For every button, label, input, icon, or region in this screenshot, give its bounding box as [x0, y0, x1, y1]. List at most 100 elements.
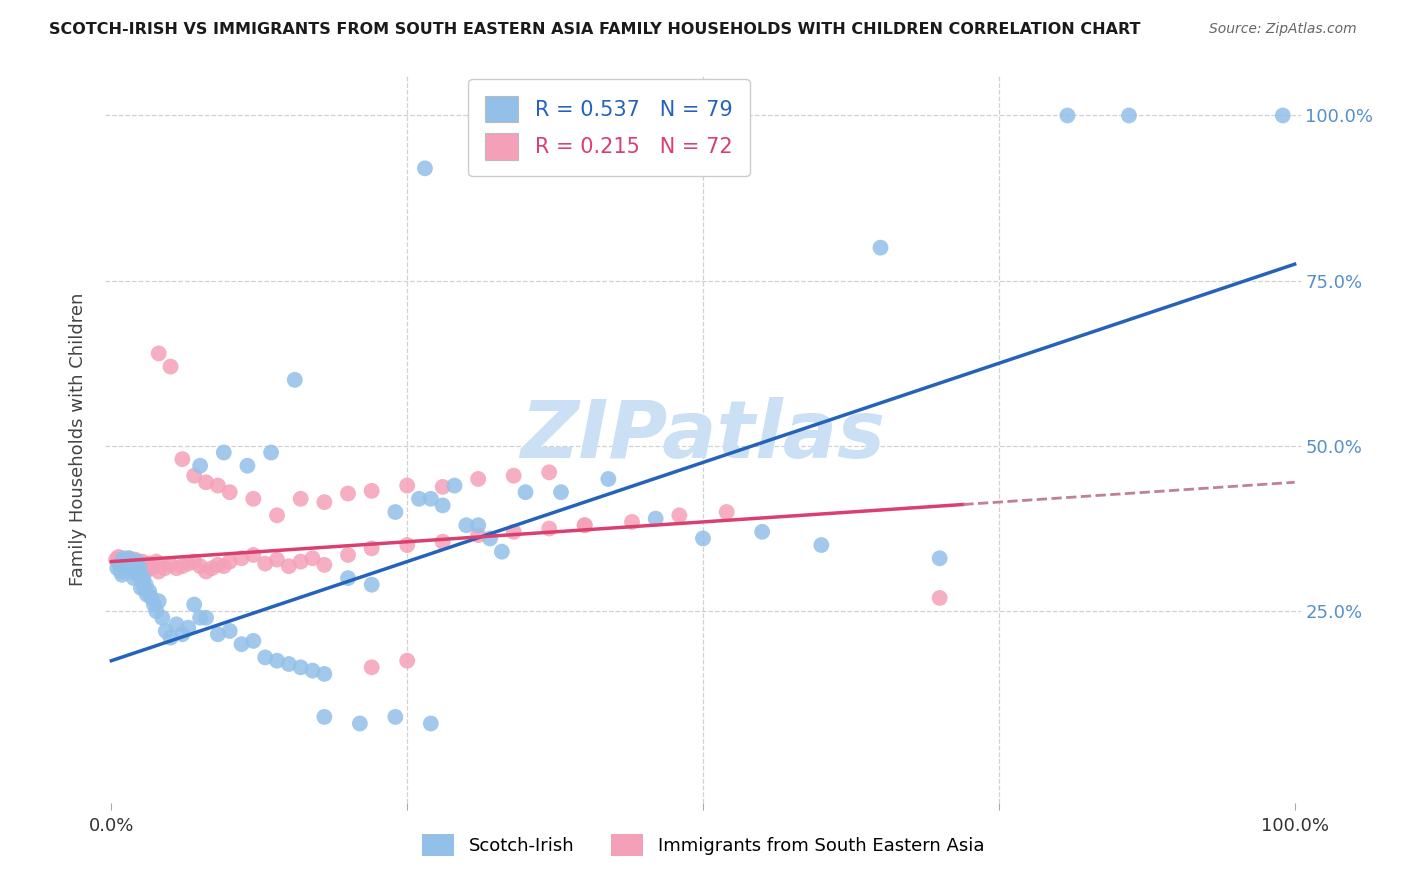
Point	[183, 468, 205, 483]
Point	[218, 485, 240, 500]
Point	[148, 565, 170, 579]
Point	[124, 552, 146, 566]
Point	[143, 598, 166, 612]
Point	[432, 499, 454, 513]
Point	[105, 552, 128, 566]
Point	[284, 373, 307, 387]
Point	[172, 452, 194, 467]
Point	[145, 604, 167, 618]
Point	[413, 161, 436, 176]
Point	[121, 561, 143, 575]
Point	[117, 551, 139, 566]
Text: ZIPatlas: ZIPatlas	[520, 397, 886, 475]
Point	[128, 567, 150, 582]
Point	[242, 633, 264, 648]
Point	[172, 559, 194, 574]
Point	[120, 555, 142, 569]
Point	[128, 558, 150, 572]
Point	[108, 558, 131, 572]
Text: Source: ZipAtlas.com: Source: ZipAtlas.com	[1209, 22, 1357, 37]
Point	[692, 532, 714, 546]
Point	[115, 560, 138, 574]
Point	[195, 611, 218, 625]
Point	[145, 555, 167, 569]
Point	[538, 466, 561, 480]
Point	[515, 485, 537, 500]
Point	[360, 660, 382, 674]
Point	[1118, 108, 1140, 122]
Point	[254, 650, 277, 665]
Point	[408, 491, 430, 506]
Y-axis label: Family Households with Children: Family Households with Children	[69, 293, 87, 586]
Point	[266, 508, 288, 523]
Point	[242, 491, 264, 506]
Point	[277, 559, 299, 574]
Point	[121, 557, 143, 571]
Point	[260, 445, 283, 459]
Point	[254, 557, 277, 571]
Point	[114, 559, 136, 574]
Point	[301, 551, 323, 566]
Point	[266, 552, 288, 566]
Point	[128, 561, 150, 575]
Point	[114, 557, 136, 571]
Point	[165, 617, 187, 632]
Point	[148, 594, 170, 608]
Point	[150, 611, 173, 625]
Point	[716, 505, 738, 519]
Point	[337, 548, 360, 562]
Point	[502, 524, 524, 539]
Point	[928, 551, 950, 566]
Point	[112, 555, 135, 569]
Point	[301, 664, 323, 678]
Legend: Scotch-Irish, Immigrants from South Eastern Asia: Scotch-Irish, Immigrants from South East…	[415, 826, 991, 863]
Point	[538, 522, 561, 536]
Point	[443, 478, 465, 492]
Point	[165, 561, 187, 575]
Point	[141, 591, 163, 605]
Point	[188, 458, 211, 473]
Point	[127, 561, 149, 575]
Point	[131, 555, 153, 569]
Point	[349, 716, 371, 731]
Point	[131, 574, 153, 589]
Point	[105, 561, 128, 575]
Point	[129, 581, 152, 595]
Point	[141, 561, 163, 575]
Point	[124, 563, 146, 577]
Point	[550, 485, 572, 500]
Point	[138, 557, 160, 571]
Point	[419, 716, 441, 731]
Point	[314, 558, 336, 572]
Point	[143, 559, 166, 574]
Point	[112, 555, 135, 569]
Point	[467, 528, 489, 542]
Point	[574, 518, 596, 533]
Point	[159, 631, 181, 645]
Point	[117, 558, 139, 572]
Point	[337, 486, 360, 500]
Point	[467, 472, 489, 486]
Point	[172, 627, 194, 641]
Point	[266, 654, 288, 668]
Point	[751, 524, 773, 539]
Point	[218, 624, 240, 638]
Point	[207, 627, 229, 641]
Point	[491, 544, 513, 558]
Point	[134, 581, 156, 595]
Point	[314, 495, 336, 509]
Point	[148, 346, 170, 360]
Point	[159, 359, 181, 374]
Point	[159, 558, 181, 572]
Point	[188, 559, 211, 574]
Point	[195, 475, 218, 490]
Point	[177, 621, 200, 635]
Point	[314, 667, 336, 681]
Point	[183, 598, 205, 612]
Point	[118, 551, 141, 566]
Point	[384, 710, 406, 724]
Point	[621, 515, 644, 529]
Point	[668, 508, 690, 523]
Point	[236, 458, 259, 473]
Point	[135, 588, 157, 602]
